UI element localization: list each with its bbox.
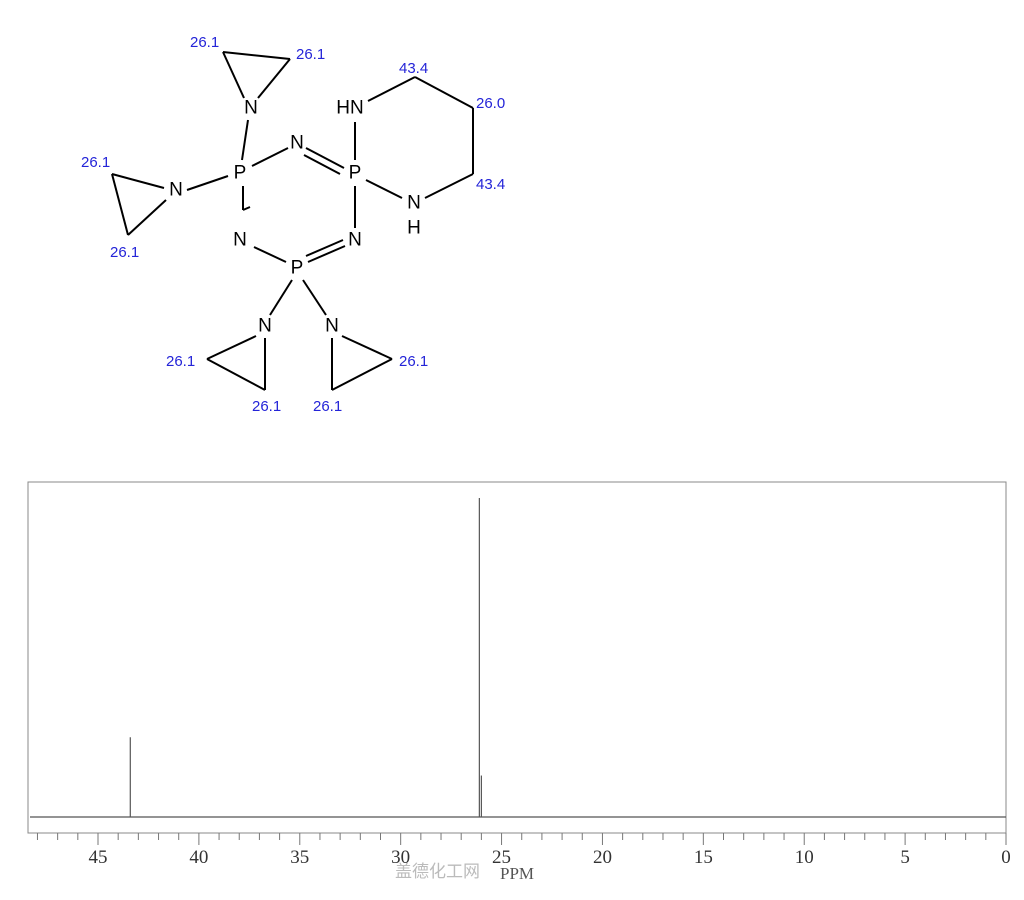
tick-label: 0 [1001, 847, 1011, 868]
shift-label: 26.0 [476, 95, 505, 112]
atom-n: N [325, 316, 339, 337]
atom-p: P [291, 258, 304, 279]
shift-label: 26.1 [166, 353, 195, 370]
atom-p: P [349, 163, 362, 184]
atom-n: N [233, 230, 247, 251]
tick-label: 35 [290, 847, 309, 868]
shift-label: 26.1 [313, 398, 342, 415]
shift-label: 43.4 [399, 60, 428, 77]
molecule-structure: N P N N P HN N H N P N N N 26.1 26.1 26.… [81, 34, 505, 415]
shift-label: 26.1 [190, 34, 219, 51]
atom-n: N [348, 230, 362, 251]
atom-p: P [234, 163, 247, 184]
tick-label: 15 [694, 847, 713, 868]
peaks [129, 498, 482, 817]
atom-n: N [290, 133, 304, 154]
atom-n: N [407, 193, 421, 214]
atom-hn: HN [336, 98, 363, 119]
atom-n: N [258, 316, 272, 337]
tick-label: 10 [795, 847, 814, 868]
tick-label: 40 [189, 847, 208, 868]
shift-label: 43.4 [476, 176, 505, 193]
shift-label: 26.1 [399, 353, 428, 370]
tick-label: 25 [492, 847, 511, 868]
atom-n: N [244, 98, 258, 119]
atom-n: N [169, 180, 183, 201]
plot-frame [27, 481, 1007, 834]
bonds [111, 51, 474, 391]
atom-h: H [407, 218, 421, 239]
tick-label: 30 [391, 847, 410, 868]
shift-label: 26.1 [110, 244, 139, 261]
shift-label: 26.1 [296, 46, 325, 63]
x-axis: 45 40 35 30 25 20 15 10 5 0 [36, 833, 1011, 868]
watermark: 盖德化工网 [395, 862, 480, 882]
x-axis-label: PPM [500, 864, 535, 883]
tick-label: 5 [900, 847, 910, 868]
tick-label: 20 [593, 847, 612, 868]
tick-label: 45 [89, 847, 108, 868]
shift-label: 26.1 [252, 398, 281, 415]
shift-label: 26.1 [81, 154, 110, 171]
